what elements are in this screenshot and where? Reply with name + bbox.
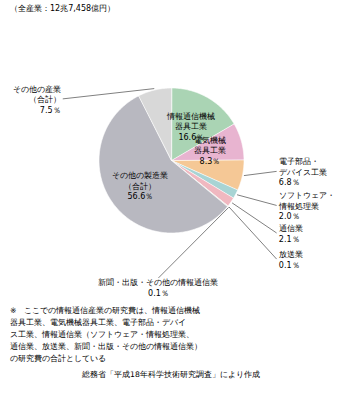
html-text:※ ここでの情報通信産業の研究費は、情報通信機械 器具工業、: ※ ここでの情報通信産業の研究費は、情報通信機械 器具工業、電気機械器具工業、電…: [10, 306, 202, 363]
svg-text:通信業2.1％: 通信業2.1％: [279, 224, 303, 243]
html-text:16.6％: 16.6％: [178, 132, 205, 142]
svg-text:新聞・出版・その他の情報通信業0.1％: 新聞・出版・その他の情報通信業0.1％: [98, 278, 218, 297]
svg-text:電子部品・デバイス工業6.8％: 電子部品・デバイス工業6.8％: [279, 157, 327, 187]
svg-text:その他の産業（合計）7.5％: その他の産業（合計）7.5％: [13, 85, 61, 115]
svg-text:ソフトウェア・情報処理業2.0％: ソフトウェア・情報処理業2.0％: [278, 191, 335, 221]
html-text:（全産業：12兆7,458億円）: （全産業：12兆7,458億円）: [10, 4, 116, 13]
html-text:総務省「平成18年科学技術研究調査」により作成: 総務省「平成18年科学技術研究調査」により作成: [82, 369, 260, 379]
html-text:情報通信機械: 情報通信機械: [167, 111, 216, 121]
html-text:器具工業: 器具工業: [175, 122, 208, 132]
svg-text:放送業0.1％: 放送業0.1％: [279, 250, 303, 269]
svg-text:電気機械器具工業8.3％: 電気機械器具工業8.3％: [194, 136, 226, 166]
svg-text:その他の製造業（合計）56.6％: その他の製造業（合計）56.6％: [112, 171, 168, 201]
